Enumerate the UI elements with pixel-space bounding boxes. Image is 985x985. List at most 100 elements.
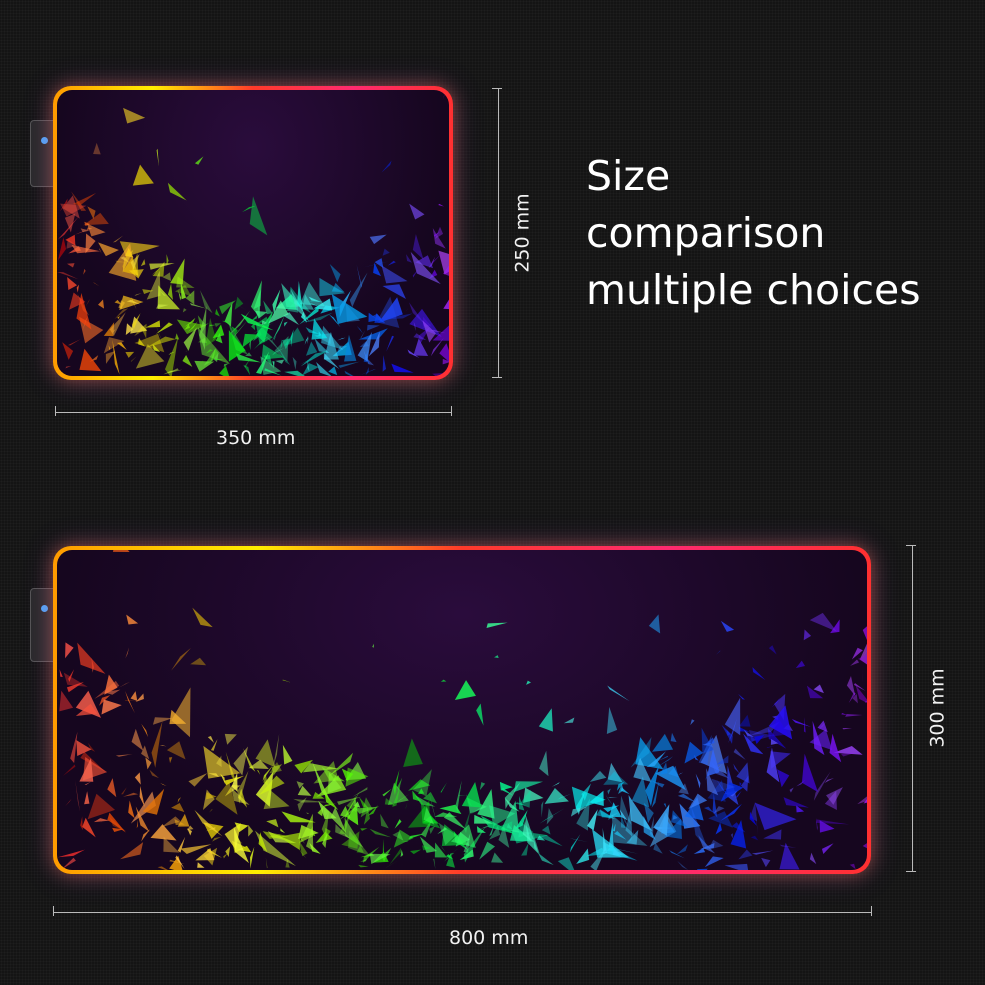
polygon-shard [88,742,96,752]
polygon-shard [290,329,294,347]
polygon-shard [569,834,581,853]
polygon-shard [463,832,471,853]
polygon-shard [614,831,627,840]
polygon-shard [476,703,484,726]
led-icon [41,605,48,612]
polygon-shard [731,833,733,839]
height-dimension-line-small [492,88,502,378]
polygon-shard [130,316,148,334]
polygon-shard [479,841,496,860]
polygon-shard [128,800,135,819]
polygon-shard [87,793,116,820]
polygon-shard [382,788,392,797]
polygon-shard [356,845,364,853]
polygon-shard [438,250,449,275]
polygon-shard [476,826,486,833]
polygon-shard [655,756,674,768]
polygon-shard [367,324,380,331]
polygon-artwork [57,90,449,376]
polygon-shard [360,828,368,831]
height-label-large: 300 mm [926,668,949,748]
polygon-shard [372,643,374,648]
polygon-shard [480,815,518,835]
polygon-shard [801,753,819,793]
polygon-shard [67,277,78,290]
polygon-shard [655,765,687,791]
polygon-shard [816,819,850,825]
polygon-shard [83,212,109,226]
polygon-shard [199,290,213,314]
polygon-shard [539,750,549,777]
polygon-shard [772,715,788,737]
polygon-shard [701,727,714,754]
polygon-shard [84,791,90,805]
polygon-shard [130,691,138,702]
polygon-shard [187,828,192,836]
polygon-shard [278,347,291,366]
polygon-shard [180,281,187,300]
polygon-shard [363,261,389,268]
polygon-shard [331,282,345,293]
polygon-shard [369,234,387,245]
polygon-shard [112,827,124,833]
polygon-shard [297,846,307,859]
polygon-shard [862,843,867,849]
polygon-shard [349,272,368,307]
polygon-shard [166,254,169,266]
polygon-shard [450,824,476,848]
polygon-shard [850,659,860,666]
polygon-shard [105,350,116,364]
polygon-shard [231,326,238,335]
polygon-shard [307,335,309,344]
polygon-shard [323,331,339,360]
polygon-shard [199,360,204,366]
polygon-shard [250,846,255,869]
polygon-shard [322,832,328,848]
width-dimension-line-small [55,406,452,416]
polygon-shard [109,816,127,832]
polygon-shard [443,265,449,276]
polygon-shard [514,810,528,830]
polygon-shard [563,717,575,724]
polygon-shard [177,797,182,804]
polygon-shard [255,830,296,867]
polygon-shard [519,795,525,811]
polygon-shard [292,357,297,370]
polygon-shard [846,675,856,697]
polygon-shard [284,370,305,376]
polygon-shard [743,733,764,755]
polygon-shard [618,783,624,795]
polygon-shard [653,842,663,854]
width-label-small: 350 mm [216,427,296,449]
polygon-shard [304,336,309,345]
polygon-shard [130,254,140,270]
polygon-shard [57,271,79,280]
polygon-shard [61,857,76,870]
polygon-shard [125,323,134,336]
polygon-shard [383,278,399,281]
polygon-shard [738,714,751,727]
polygon-shard [258,832,268,853]
polygon-shard [67,339,81,346]
polygon-shard [855,685,867,703]
polygon-shard [513,781,544,793]
polygon-shard [544,788,569,804]
polygon-shard [121,787,127,795]
polygon-shard [167,182,187,201]
polygon-shard [419,836,438,853]
polygon-shard [64,213,76,233]
polygon-shard [80,228,90,233]
polygon-shard [77,642,106,674]
polygon-shard [90,279,108,281]
polygon-shard [152,343,161,353]
polygon-shard [338,361,360,368]
polygon-shard [215,780,238,815]
polygon-shard [145,320,161,328]
polygon-shard [557,793,572,800]
polygon-shard [155,304,169,309]
polygon-shard [130,791,157,824]
polygon-shard [410,251,441,285]
polygon-shard [274,334,277,341]
polygon-shard [116,342,127,351]
polygon-shard [167,368,179,374]
